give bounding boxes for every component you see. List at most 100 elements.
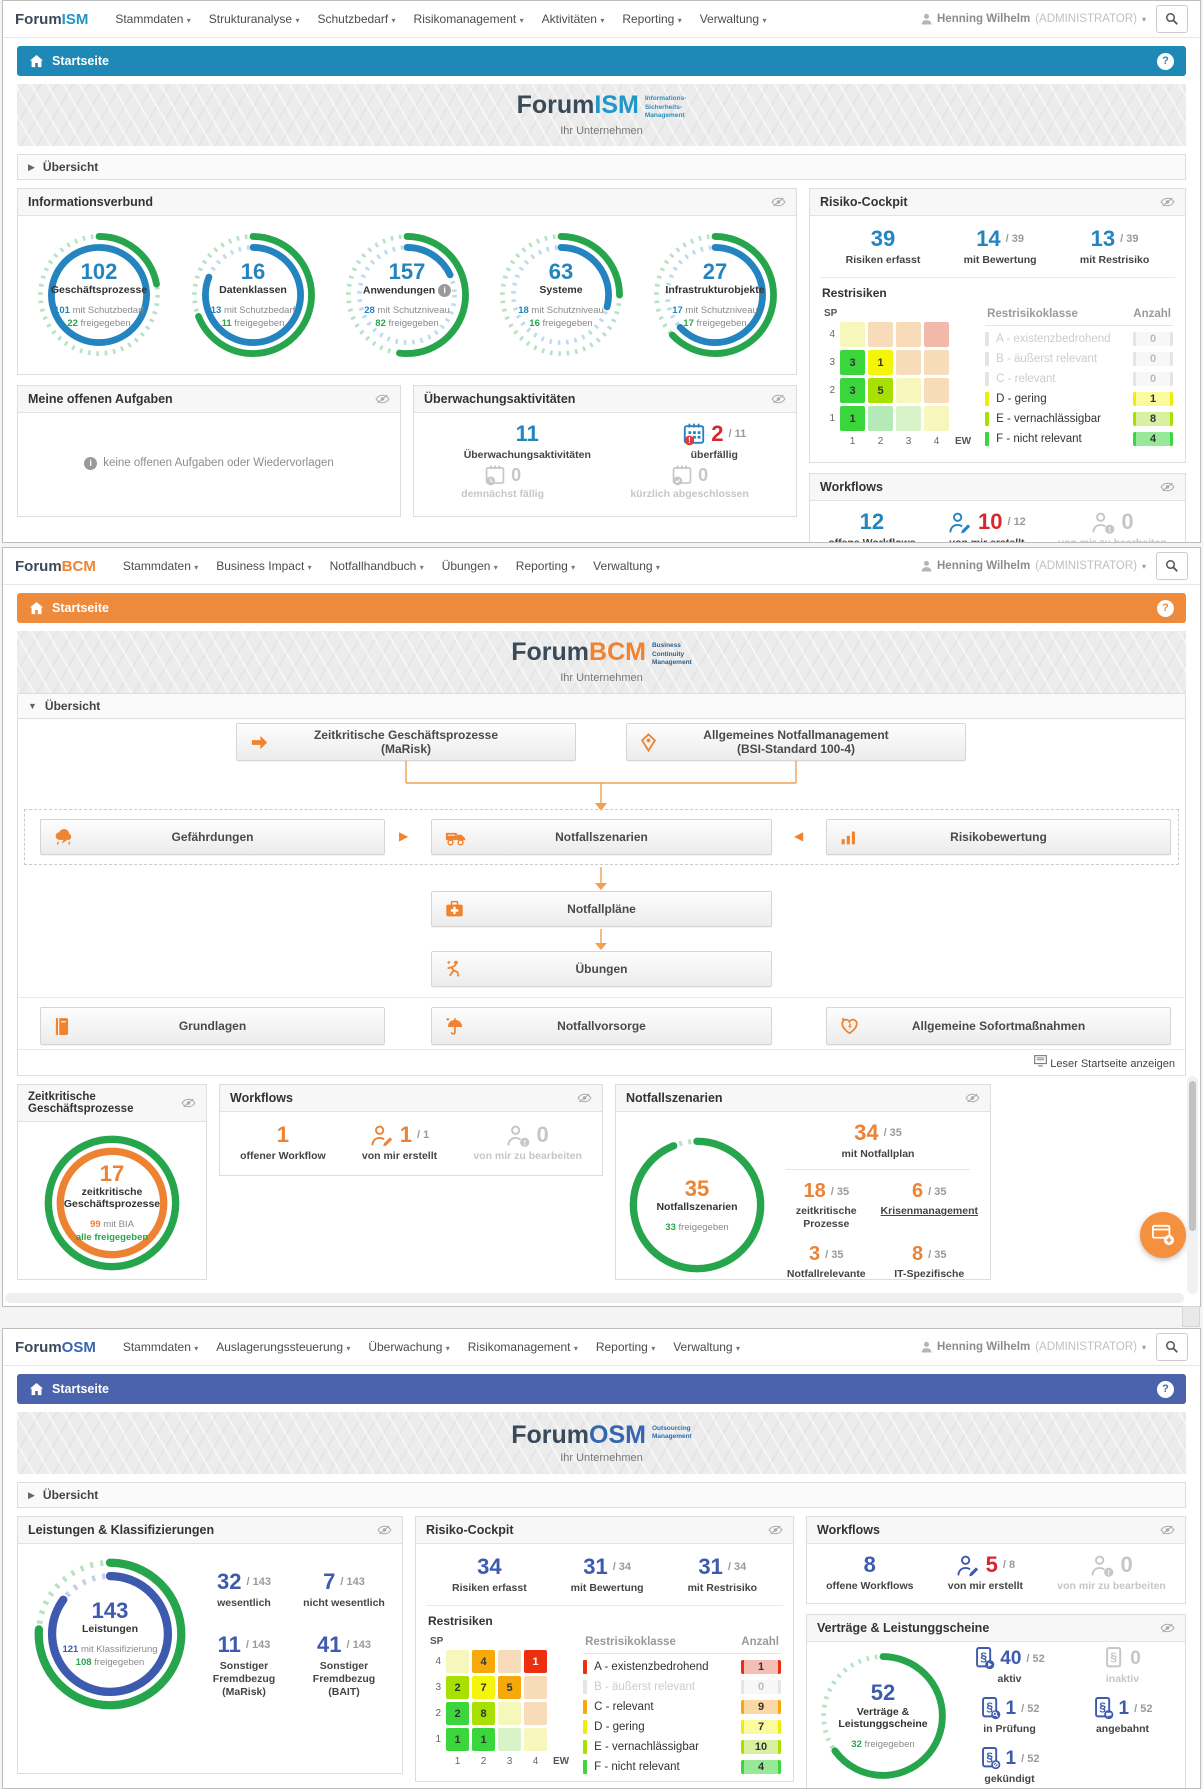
- search-button[interactable]: [1156, 1333, 1188, 1361]
- user-role: (ADMINISTRATOR): [1035, 13, 1137, 25]
- nav-item[interactable]: Reporting ▾: [622, 12, 682, 26]
- search-button[interactable]: [1156, 552, 1188, 580]
- hide-panel-icon[interactable]: [965, 1092, 980, 1104]
- add-button[interactable]: [1140, 1212, 1186, 1258]
- help-button[interactable]: ?: [1157, 52, 1174, 70]
- brand-forumosm[interactable]: ForumOSM: [15, 1338, 96, 1356]
- nav-item[interactable]: Verwaltung ▾: [699, 12, 767, 26]
- info-icon[interactable]: i: [438, 283, 452, 297]
- donut-anwendungen[interactable]: 157 Anwendungen i 28 mit Schutzniveau 82 fr…: [338, 226, 476, 364]
- nav-item[interactable]: Reporting ▾: [595, 1340, 656, 1354]
- overview-toggle[interactable]: ▼ Übersicht: [18, 694, 1185, 719]
- brand-forumism[interactable]: ForumISM: [15, 11, 88, 28]
- nav-item[interactable]: Verwaltung ▾: [673, 1340, 740, 1354]
- brand-forumbcm[interactable]: ForumBCM: [15, 557, 96, 575]
- overview-toggle[interactable]: ▶ Übersicht: [17, 154, 1186, 180]
- home-icon[interactable]: [29, 1382, 44, 1396]
- legend-row: C - relevant 0: [985, 372, 1173, 387]
- flow-node-risikobewertung[interactable]: Risikobewertung: [826, 819, 1171, 855]
- home-icon[interactable]: [29, 54, 44, 68]
- donut-chart: [37, 233, 161, 357]
- hide-panel-icon[interactable]: [1160, 1524, 1175, 1536]
- breadcrumb: Startseite: [52, 601, 109, 615]
- user-menu[interactable]: Henning Wilhelm (ADMINISTRATOR) ▾: [921, 1341, 1146, 1353]
- stat-kuerzlich-abgeschlossen: 0 kürzlich abgeschlossen: [630, 464, 749, 501]
- flow-node-gefaehrdungen[interactable]: Gefährdungen: [40, 819, 385, 855]
- scrollbar-thumb[interactable]: [1189, 1081, 1196, 1231]
- donut-infrastrukturobjekte[interactable]: 27 Infrastrukturobjekte 17 mit Schutznivea…: [646, 226, 784, 364]
- nav-item[interactable]: Risikomanagement ▾: [413, 12, 524, 26]
- flow-node-grundlagen[interactable]: Grundlagen: [40, 1007, 385, 1045]
- nav-item[interactable]: Reporting ▾: [515, 559, 576, 573]
- hide-panel-icon[interactable]: [771, 393, 786, 405]
- flow-node-uebungen[interactable]: Übungen: [431, 951, 772, 987]
- home-icon[interactable]: [29, 601, 44, 615]
- matrix-y-axis-label: SP: [824, 308, 838, 320]
- help-button[interactable]: ?: [1157, 1380, 1174, 1398]
- risk-matrix-cell: [924, 406, 949, 432]
- flow-node-notfallszenarien[interactable]: Notfallszenarien: [431, 819, 772, 855]
- risk-matrix-cell: [524, 1728, 547, 1752]
- panel-title: Risiko-Cockpit: [426, 1523, 514, 1537]
- donut-vertraege[interactable]: 52 Verträge & Leistunggscheine 32 freigegeb…: [813, 1646, 953, 1786]
- donut-geschaeftsprozesse[interactable]: 102 Geschäftsprozesse 101 mit Schutzbedarf…: [30, 226, 168, 364]
- bar-chart-icon: [840, 829, 857, 846]
- donut-systeme[interactable]: 63 Systeme 18 mit Schutzniveau 16 freigegeb…: [492, 226, 630, 364]
- stat-von-mir-erstellt: 10/ 12von mir erstellt: [948, 509, 1026, 542]
- flow-node-allgemeine-sofortmassnahmen[interactable]: Allgemeine Sofortmaßnahmen: [826, 1007, 1171, 1045]
- flow-node-allgemeines-notfallmanagement[interactable]: Allgemeines Notfallmanagement (BSI-Standa…: [626, 723, 966, 761]
- nav-item[interactable]: Übungen ▾: [441, 559, 498, 573]
- flow-node-zeitkritische-geschaeftsprozesse[interactable]: Zeitkritische Geschäftsprozesse (MaRisk): [236, 723, 576, 761]
- nav-item[interactable]: Business Impact ▾: [216, 559, 312, 573]
- vertical-scrollbar[interactable]: [1187, 1076, 1198, 1294]
- stat-sonstiger-fremdbezug-bait: 41/ 143 Sonstiger Fremdbezug (BAIT): [312, 1631, 376, 1699]
- hide-panel-icon[interactable]: [1160, 196, 1175, 208]
- user-menu[interactable]: Henning Wilhelm (ADMINISTRATOR) ▾: [921, 13, 1146, 25]
- nav-item[interactable]: Verwaltung ▾: [593, 559, 660, 573]
- stat-von-mir-erstellt: 5/ 8 von mir erstellt: [947, 1552, 1024, 1592]
- main-nav: Stammdaten ▾ Strukturanalyse ▾ Schutzbedar…: [106, 8, 921, 30]
- donut-datenklassen[interactable]: 16 Datenklassen 13 mit Schutzbedarf 11 frei…: [184, 226, 322, 364]
- nav-item[interactable]: Auslagerungssteuerung ▾: [216, 1340, 351, 1354]
- risk-matrix-cell: [498, 1650, 521, 1674]
- nav-item[interactable]: Risikomanagement ▾: [467, 1340, 578, 1354]
- arrow-left-icon: ◀: [794, 829, 804, 843]
- nav-item[interactable]: Strukturanalyse ▾: [208, 12, 300, 26]
- nav-item[interactable]: Stammdaten ▾: [122, 559, 199, 573]
- flow-node-notfallvorsorge[interactable]: Notfallvorsorge: [431, 1007, 772, 1045]
- reader-startpage-link[interactable]: Leser Startseite anzeigen: [1050, 1058, 1175, 1070]
- nav-item[interactable]: Notfallhandbuch ▾: [329, 559, 424, 573]
- hide-panel-icon[interactable]: [1160, 481, 1175, 493]
- book-icon: [54, 1017, 69, 1036]
- hide-panel-icon[interactable]: [577, 1092, 592, 1104]
- nav-item[interactable]: Stammdaten ▾: [115, 12, 191, 26]
- donut-notfallszenarien[interactable]: 35 Notfallszenarien 33 freigegeben: [622, 1116, 772, 1279]
- donut-leistungen[interactable]: 143 Leistungen 121 mit Klassifizierung 108 …: [26, 1550, 194, 1718]
- user-name: Henning Wilhelm: [937, 13, 1031, 25]
- hide-panel-icon[interactable]: [181, 1097, 196, 1109]
- search-button[interactable]: [1156, 5, 1188, 33]
- nav-item[interactable]: Aktivitäten ▾: [541, 12, 605, 26]
- hide-panel-icon[interactable]: [768, 1524, 783, 1536]
- hide-panel-icon[interactable]: [377, 1524, 392, 1536]
- user-menu[interactable]: Henning Wilhelm (ADMINISTRATOR) ▾: [921, 560, 1146, 572]
- nav-item[interactable]: Überwachung ▾: [368, 1340, 450, 1354]
- stat-krisenmanagement[interactable]: 6/ 35 Krisenmanagement: [880, 1180, 978, 1218]
- app-banner: ForumISM Informations- Sicherheits- Managem…: [17, 84, 1186, 146]
- risk-matrix-cell: [896, 406, 921, 432]
- overview-toggle[interactable]: ▶ Übersicht: [17, 1482, 1186, 1508]
- horizontal-scrollbar[interactable]: [5, 1293, 1184, 1303]
- hide-panel-icon[interactable]: [771, 196, 786, 208]
- help-button[interactable]: ?: [1157, 599, 1174, 617]
- nav-item[interactable]: Schutzbedarf ▾: [317, 12, 396, 26]
- donut-zeitkritische-geschaeftsprozesse[interactable]: 17 zeitkritische Geschäftsprozesse 99 mit B…: [37, 1128, 187, 1278]
- hide-panel-icon[interactable]: [375, 393, 390, 405]
- workflow-created-icon: [948, 511, 973, 534]
- panel-title: Notfallszenarien: [626, 1091, 723, 1105]
- nav-item[interactable]: Stammdaten ▾: [122, 1340, 199, 1354]
- stat-inaktiv: § 0 inaktiv: [1105, 1647, 1141, 1686]
- storm-icon: [54, 828, 75, 847]
- flow-node-notfallplaene[interactable]: Notfallpläne: [431, 891, 772, 927]
- hide-panel-icon[interactable]: [1160, 1622, 1175, 1634]
